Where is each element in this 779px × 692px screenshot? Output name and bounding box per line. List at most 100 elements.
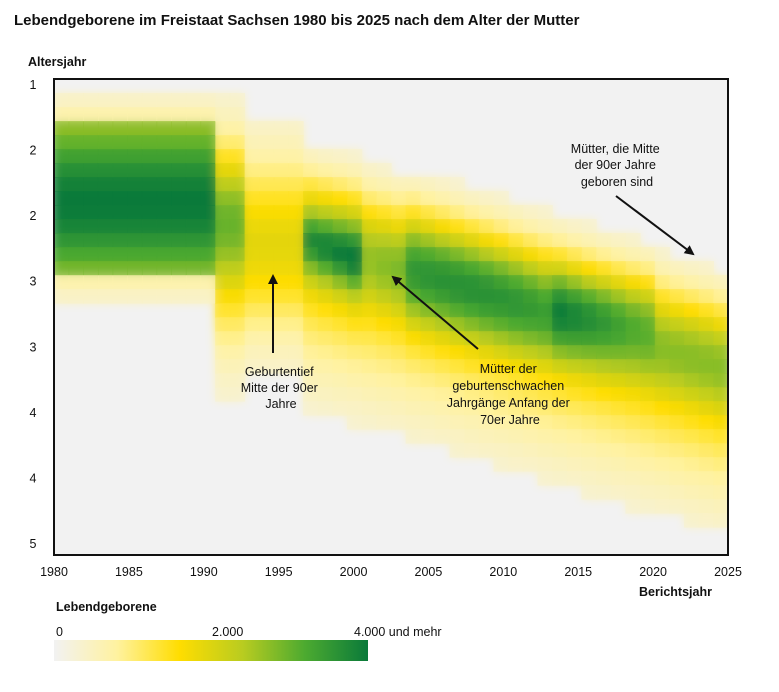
heatmap-cell — [303, 177, 319, 192]
heatmap-cell — [200, 163, 216, 178]
heatmap-cell — [200, 261, 216, 276]
heatmap-cell — [405, 345, 421, 360]
heatmap-cell — [200, 289, 216, 304]
heatmap-cell — [171, 219, 187, 234]
heatmap-cell — [552, 387, 568, 402]
heatmap-cell — [68, 261, 84, 276]
heatmap-cell — [581, 415, 597, 430]
heatmap-cell — [141, 233, 158, 248]
heatmap-cell — [376, 401, 392, 416]
heatmap-cell — [141, 289, 158, 304]
heatmap-cell — [317, 289, 333, 304]
heatmap-cell — [347, 401, 363, 416]
heatmap-cell — [259, 135, 275, 150]
heatmap-cell — [581, 317, 597, 332]
heatmap-cell — [229, 275, 246, 290]
heatmap-cell — [464, 191, 480, 206]
heatmap-cell — [581, 275, 597, 290]
heatmap-cell — [259, 359, 275, 374]
heatmap-cell — [625, 317, 641, 332]
heatmap-cell — [566, 401, 583, 416]
heatmap-cell — [464, 443, 480, 458]
heatmap-cell — [244, 261, 260, 276]
heatmap-cell — [288, 149, 304, 164]
heatmap-cell — [640, 261, 656, 276]
heatmap-cell — [185, 191, 202, 206]
heatmap-cell — [376, 415, 392, 430]
heatmap-cell — [391, 401, 407, 416]
heatmap-cell — [610, 289, 627, 304]
heatmap-cell — [171, 177, 187, 192]
heatmap-cell — [332, 373, 348, 388]
heatmap-cell — [654, 359, 670, 374]
heatmap-cell — [669, 373, 685, 388]
annotation-70er: Mütter der geburtenschwachen Jahrgänge A… — [447, 362, 574, 427]
heatmap-cell — [537, 275, 553, 290]
heatmap-cell — [434, 401, 451, 416]
heatmap-cell — [640, 471, 656, 486]
heatmap-cell — [127, 289, 143, 304]
heatmap-cell — [566, 443, 583, 458]
heatmap-cell — [522, 387, 539, 402]
heatmap-cell — [537, 429, 553, 444]
heatmap-cell — [156, 191, 172, 206]
heatmap-cell — [640, 429, 656, 444]
heatmap-cell — [537, 289, 553, 304]
heatmap-cell — [229, 317, 246, 332]
heatmap-cell — [552, 401, 568, 416]
heatmap-cell — [171, 121, 187, 136]
heatmap-cell — [54, 275, 70, 290]
y-tick-label: 2 — [30, 209, 37, 223]
heatmap-cell — [303, 317, 319, 332]
heatmap-cell — [478, 401, 495, 416]
heatmap-cell — [405, 205, 421, 220]
heatmap-cell — [625, 233, 641, 248]
heatmap-cell — [566, 457, 583, 472]
legend-label-max: 4.000 und mehr — [354, 625, 442, 639]
heatmap-cell — [171, 247, 187, 262]
heatmap-cell — [434, 247, 451, 262]
heatmap-cell — [684, 401, 700, 416]
heatmap-cell — [508, 345, 524, 360]
heatmap-cell — [537, 219, 553, 234]
heatmap-cell — [493, 303, 509, 318]
heatmap-cell — [273, 163, 290, 178]
heatmap-cell — [640, 401, 656, 416]
heatmap-cell — [391, 261, 407, 276]
heatmap-cell — [54, 219, 70, 234]
heatmap-cell — [508, 289, 524, 304]
heatmap-cell — [405, 289, 421, 304]
heatmap-cell — [332, 289, 348, 304]
heatmap-cell — [97, 289, 114, 304]
heatmap-cell — [493, 275, 509, 290]
heatmap-cell — [303, 331, 319, 346]
heatmap-cell — [288, 233, 304, 248]
heatmap-cell — [420, 303, 436, 318]
heatmap-cell — [273, 275, 290, 290]
heatmap-cell — [596, 471, 612, 486]
heatmap-cell — [391, 331, 407, 346]
heatmap-cell — [522, 261, 539, 276]
heatmap-cell — [185, 233, 202, 248]
heatmap-cell — [434, 233, 451, 248]
heatmap-cell — [405, 429, 421, 444]
heatmap-cell — [654, 401, 670, 416]
heatmap-cell — [625, 275, 641, 290]
heatmap-cell — [317, 345, 333, 360]
heatmap-cell — [625, 261, 641, 276]
y-tick-label: 2 — [30, 144, 37, 158]
heatmap-cell — [317, 303, 333, 318]
heatmap-cell — [654, 303, 670, 318]
heatmap-cell — [464, 275, 480, 290]
x-tick-label: 1980 — [40, 565, 68, 579]
x-tick-label: 2000 — [340, 565, 368, 579]
heatmap-cell — [537, 261, 553, 276]
heatmap-cell — [127, 205, 143, 220]
heatmap-cell — [684, 499, 700, 514]
heatmap-cell — [273, 247, 290, 262]
heatmap-cell — [434, 289, 451, 304]
heatmap-cell — [317, 261, 333, 276]
heatmap-cell — [259, 205, 275, 220]
heatmap-cell — [566, 303, 583, 318]
heatmap-cell — [54, 163, 70, 178]
